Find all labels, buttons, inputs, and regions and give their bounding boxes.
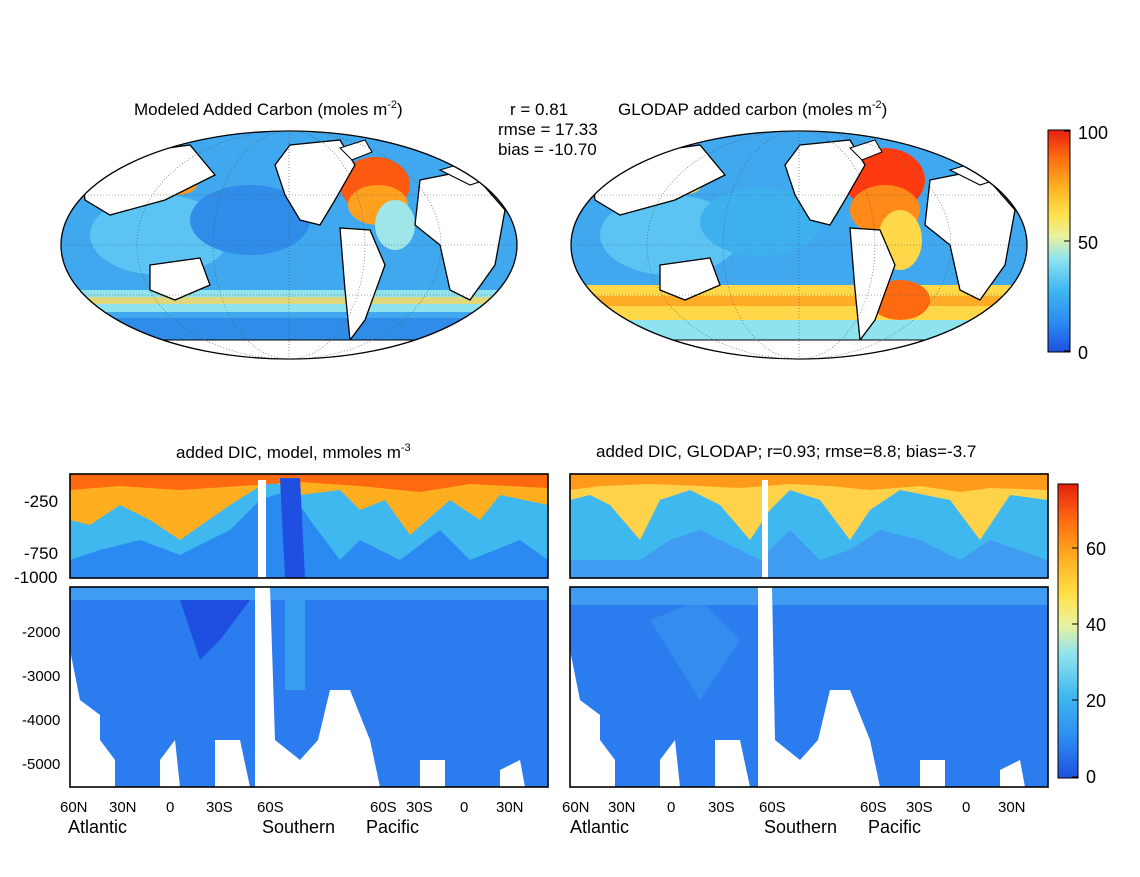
x-tick-right-30n-b: 30N [998, 799, 1026, 816]
x-tick-left-30n-b: 30N [496, 799, 524, 816]
top-right-title: GLODAP added carbon (moles m-2) [618, 99, 888, 119]
top-colorbar-tick-0: 0 [1078, 343, 1089, 363]
section-model [69, 473, 549, 788]
y-tick-250: -250 [24, 492, 59, 511]
x-tick-right-60s-b: 60S [860, 799, 887, 816]
top-left-title-text: Modeled Added Carbon (moles m [134, 100, 388, 119]
basin-left-atlantic: Atlantic [68, 817, 128, 837]
x-tick-right-0: 0 [667, 799, 676, 816]
y-tick-4000: -4000 [22, 712, 61, 729]
x-tick-left-60s-a: 60S [257, 799, 284, 816]
bottom-colorbar-tick-0: 0 [1086, 767, 1097, 787]
top-left-title: Modeled Added Carbon (moles m-2) [134, 99, 403, 119]
basin-right-atlantic: Atlantic [570, 817, 630, 837]
basin-left-southern: Southern [262, 817, 336, 837]
basin-right-southern: Southern [764, 817, 838, 837]
basin-right-pacific: Pacific [868, 817, 922, 837]
y-tick-2000: -2000 [22, 624, 61, 641]
x-tick-right-30s-b: 30S [906, 799, 933, 816]
y-tick-3000: -3000 [22, 668, 61, 685]
bottom-right-title: added DIC, GLODAP; r=0.93; rmse=8.8; bia… [596, 442, 977, 461]
x-tick-right-60n: 60N [562, 799, 590, 816]
y-tick-1000: -1000 [14, 568, 58, 587]
top-left-title-close: ) [397, 100, 403, 119]
section-glodap [569, 473, 1049, 788]
x-tick-left-30s-b: 30S [406, 799, 433, 816]
basin-left-pacific: Pacific [366, 817, 420, 837]
x-tick-right-60s-a: 60S [759, 799, 786, 816]
stats-rmse: rmse = 17.33 [498, 120, 598, 139]
bottom-left-title-exp: -3 [400, 442, 411, 454]
x-tick-left-0-b: 0 [460, 799, 469, 816]
bottom-left-title-text: added DIC, model, mmoles m [176, 443, 401, 462]
x-tick-left-60s-b: 60S [370, 799, 397, 816]
x-tick-left-30n: 30N [109, 799, 137, 816]
x-tick-right-30n: 30N [608, 799, 636, 816]
top-right-title-close: ) [881, 100, 888, 119]
stats-r: r = 0.81 [510, 100, 569, 119]
x-tick-right-0-b: 0 [962, 799, 971, 816]
y-tick-5000: -5000 [22, 756, 61, 773]
x-tick-left-30s: 30S [206, 799, 233, 816]
bottom-colorbar-tick-60: 60 [1086, 539, 1107, 559]
bottom-colorbar-tick-40: 40 [1086, 615, 1107, 635]
top-colorbar-tick-50: 50 [1078, 233, 1099, 253]
bottom-colorbar-tick-20: 20 [1086, 691, 1107, 711]
stats-bias: bias = -10.70 [498, 140, 597, 159]
y-tick-750: -750 [24, 544, 59, 563]
top-left-title-exp: -2 [387, 99, 398, 111]
top-right-title-exp: -2 [871, 99, 882, 111]
top-colorbar-tick-100: 100 [1078, 123, 1109, 143]
x-tick-right-30s: 30S [708, 799, 735, 816]
top-right-title-text: GLODAP added carbon (moles m [618, 100, 872, 119]
colorbar-bottom [1057, 483, 1079, 779]
bottom-left-title: added DIC, model, mmoles m-3 [176, 442, 411, 462]
x-tick-left-60n: 60N [60, 799, 88, 816]
x-tick-left-0: 0 [166, 799, 175, 816]
